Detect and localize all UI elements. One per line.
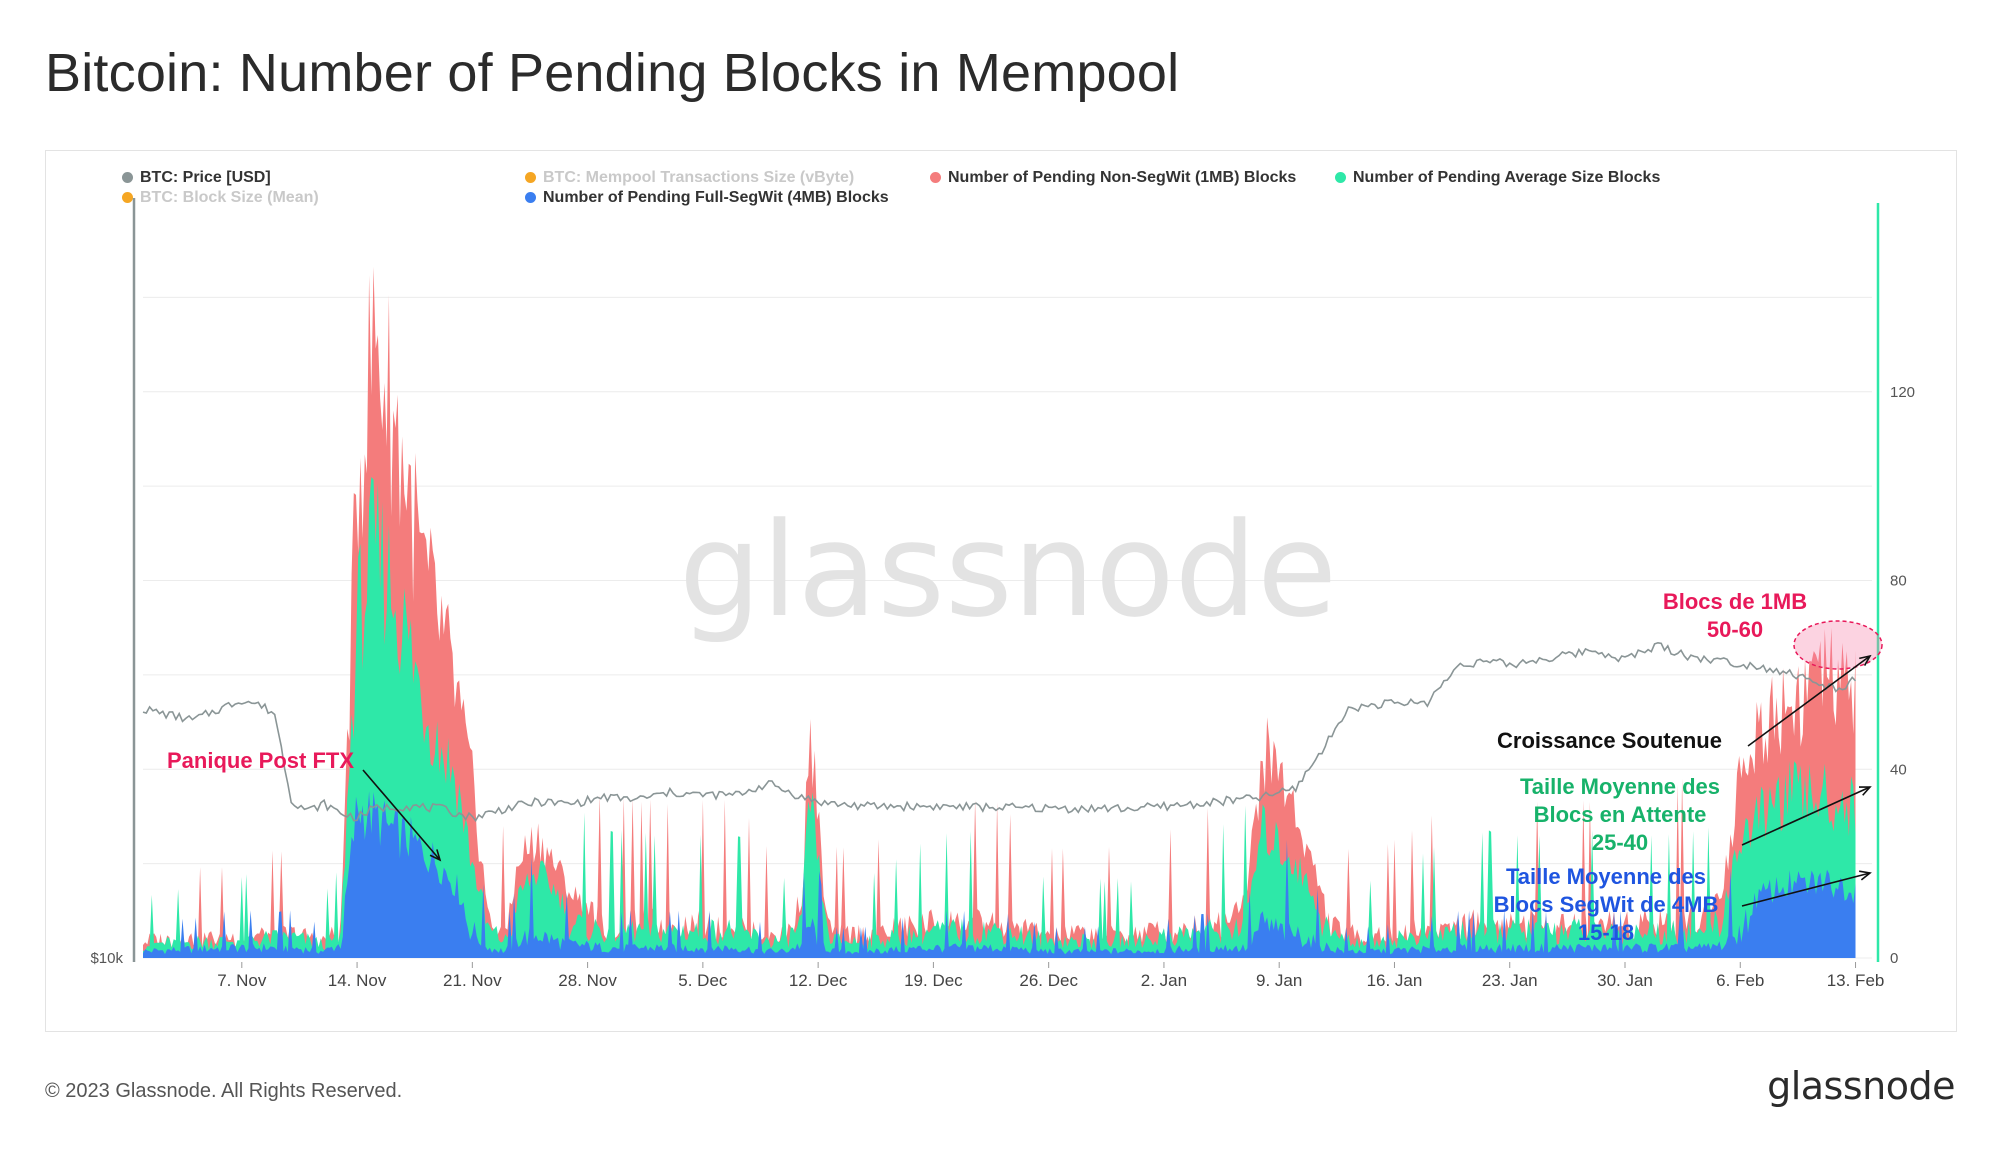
annotation-segwit-title-2: Blocs SegWit de 4MB xyxy=(1494,892,1719,917)
annotation-ftx-arrow-head xyxy=(429,849,442,862)
annotation-segwit-range: 15-18 xyxy=(1578,920,1634,945)
x-axis-tick-label: 23. Jan xyxy=(1482,971,1538,990)
annotation-ftx: Panique Post FTX xyxy=(167,748,354,773)
legend-label: BTC: Block Size (Mean) xyxy=(140,189,319,206)
annotation-segwit-title-1: Taille Moyenne des xyxy=(1506,864,1706,889)
legend-label: Number of Pending Full-SegWit (4MB) Bloc… xyxy=(543,189,889,206)
price-line xyxy=(142,641,1857,823)
legend-dot-icon xyxy=(122,192,133,203)
x-axis-tick-label: 14. Nov xyxy=(328,971,387,990)
x-axis-tick-label: 2. Jan xyxy=(1141,971,1187,990)
annotation-1mb-range: 50-60 xyxy=(1707,617,1763,642)
legend-item-average[interactable]: Number of Pending Average Size Blocks xyxy=(1335,169,1660,187)
annotation-avg-arrow-head xyxy=(1858,786,1872,796)
annotation-ftx-arrow xyxy=(362,769,441,861)
legend-label: Number of Pending Average Size Blocks xyxy=(1353,169,1661,186)
x-axis-tick-label: 28. Nov xyxy=(558,971,617,990)
annotation-avg-range: 25-40 xyxy=(1592,830,1648,855)
right-axis-tick-label: 120 xyxy=(1890,384,1915,401)
legend-dot-icon xyxy=(930,172,941,183)
legend-label: BTC: Mempool Transactions Size (vByte) xyxy=(543,169,855,186)
legend-item-block-size[interactable]: BTC: Block Size (Mean) xyxy=(122,189,319,207)
legend-item-price[interactable]: BTC: Price [USD] xyxy=(122,169,271,187)
x-axis-tick-label: 21. Nov xyxy=(443,971,502,990)
x-axis-tick-label: 19. Dec xyxy=(904,971,963,990)
area-full-segwit-blocks xyxy=(143,791,1856,958)
copyright: © 2023 Glassnode. All Rights Reserved. xyxy=(45,1080,403,1102)
x-axis-tick-label: 9. Jan xyxy=(1256,971,1302,990)
annotation-1mb-title: Blocs de 1MB xyxy=(1663,589,1807,614)
x-axis-tick-label: 16. Jan xyxy=(1367,971,1423,990)
glassnode-logo: glassnode xyxy=(1767,1064,1955,1108)
x-axis-tick-label: 12. Dec xyxy=(789,971,848,990)
x-axis-tick-label: 5. Dec xyxy=(678,971,728,990)
right-axis-tick-label: 80 xyxy=(1890,573,1907,590)
annotation-1mb-highlight xyxy=(1793,620,1883,670)
x-axis-tick-label: 7. Nov xyxy=(217,971,267,990)
watermark: glassnode xyxy=(679,494,1337,646)
annotation-avg-title-1: Taille Moyenne des xyxy=(1520,774,1720,799)
legend-dot-icon xyxy=(525,192,536,203)
right-axis-tick-label: 0 xyxy=(1890,950,1898,967)
legend-item-nonsegwit[interactable]: Number of Pending Non-SegWit (1MB) Block… xyxy=(930,169,1296,187)
legend-dot-icon xyxy=(122,172,133,183)
left-axis-tick-label: $10k xyxy=(90,950,123,967)
x-axis-tick-label: 26. Dec xyxy=(1019,971,1078,990)
annotation-avg-arrow xyxy=(1741,786,1871,846)
price-line-group xyxy=(142,641,1857,823)
right-axis-tick-label: 40 xyxy=(1890,761,1907,778)
page-title: Bitcoin: Number of Pending Blocks in Mem… xyxy=(45,43,1180,103)
legend-item-segwit[interactable]: Number of Pending Full-SegWit (4MB) Bloc… xyxy=(525,189,889,207)
annotation-avg-title-2: Blocs en Attente xyxy=(1534,802,1707,827)
axes: 0 40 80 120 $10k 7. Nov 14. Nov 21. Nov 28. Nov 5… xyxy=(90,198,1915,990)
legend-label: BTC: Price [USD] xyxy=(140,169,271,186)
legend-dot-icon xyxy=(525,172,536,183)
annotations: Panique Post FTX Blocs de 1MB 50-60 Croissa… xyxy=(167,589,1883,945)
legend-label: Number of Pending Non-SegWit (1MB) Block… xyxy=(948,169,1297,186)
x-axis-tick-label: 6. Feb xyxy=(1716,971,1764,990)
x-axis-tick-label: 13. Feb xyxy=(1827,971,1885,990)
annotation-segwit-arrow xyxy=(1741,872,1871,907)
annotation-croissance-arrow xyxy=(1747,655,1871,747)
legend-item-mempool-size[interactable]: BTC: Mempool Transactions Size (vByte) xyxy=(525,169,854,187)
annotation-croissance: Croissance Soutenue xyxy=(1497,728,1722,753)
annotation-segwit-arrow-head xyxy=(1859,870,1872,881)
x-axis-tick-label: 30. Jan xyxy=(1597,971,1653,990)
annotation-croissance-arrow-head xyxy=(1859,654,1872,666)
legend-dot-icon xyxy=(1335,172,1346,183)
area-series xyxy=(143,266,1856,958)
